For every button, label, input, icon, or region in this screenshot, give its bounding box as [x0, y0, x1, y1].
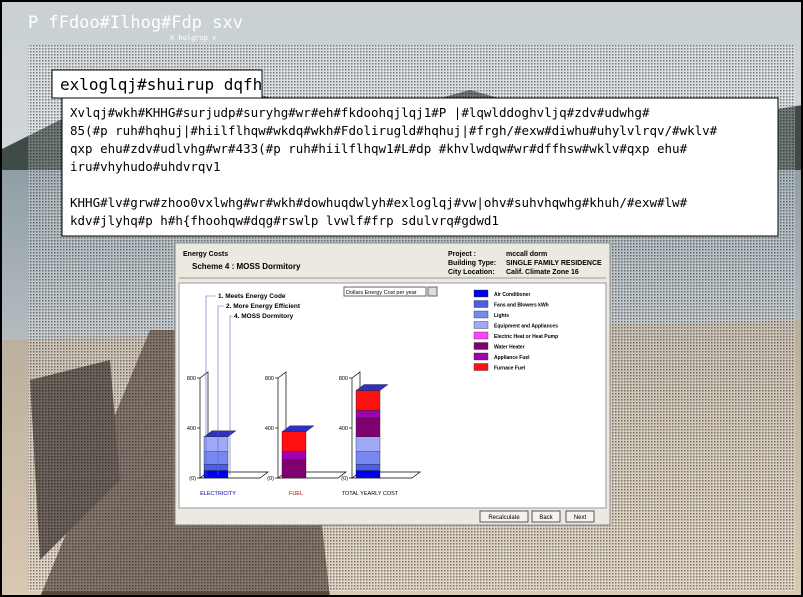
bar-segment	[355, 436, 381, 452]
bar-segment	[355, 451, 381, 465]
bar-segment	[281, 459, 307, 479]
y-tick-label: (0)	[189, 476, 196, 482]
scheme-label: 2. More Energy Efficient	[226, 303, 301, 310]
button[interactable]	[565, 510, 595, 523]
legend-label: Air Conditioner	[494, 292, 530, 298]
y-tick-label: 800	[265, 376, 274, 382]
legend-swatch	[473, 342, 489, 350]
bar-segment	[355, 470, 381, 479]
leader-line	[205, 295, 216, 475]
y-tick-label: 400	[187, 426, 196, 432]
info-label: Building Type:	[448, 260, 496, 267]
heading: exloglqj#shuirup dqfh	[60, 75, 262, 94]
dropdown	[343, 286, 427, 297]
slide-title: P fFdoo#Ilhog#Fdp sxv	[28, 13, 243, 33]
y-tick-label: (0)	[341, 476, 348, 482]
paragraph-line: iru#vhyhudo#uhdvrqv1	[70, 159, 221, 174]
bar-segment	[355, 390, 381, 411]
y-tick-label: 800	[339, 376, 348, 382]
bar-segment	[355, 417, 381, 437]
dropdown-arrow	[427, 286, 438, 297]
y-tick-label: 400	[339, 426, 348, 432]
bar-segment	[281, 431, 307, 452]
dropdown-text: Dollars Energy Cost per year	[346, 290, 417, 296]
y-tick-label: (0)	[267, 476, 274, 482]
y-tick-label: 400	[265, 426, 274, 432]
text-box	[61, 97, 779, 237]
app-title: Energy Costs	[183, 251, 228, 258]
info-label: Project :	[448, 251, 476, 258]
app-window: Energy Costs Scheme 4 : MOSS Dormitory Pro…	[174, 242, 611, 526]
x-category-label: TOTAL YEARLY COST	[342, 491, 399, 497]
legend-label: Appliance Fuel	[494, 355, 530, 361]
info-value: SINGLE FAMILY RESIDENCE	[506, 260, 602, 267]
bar-segment	[203, 436, 229, 452]
bar-segment	[203, 470, 229, 479]
paragraph-line: 85(#p ruh#hqhuj|#hiilflhqw#wkdq#wkh#Fdol…	[70, 123, 718, 138]
button[interactable]	[479, 510, 529, 523]
legend-label: Lights	[494, 313, 509, 319]
x-category-label: ELECTRICITY	[200, 491, 236, 497]
legend-label: Furnace Fuel	[494, 366, 526, 372]
legend-label: Water Heater	[494, 345, 525, 351]
legend-swatch	[473, 300, 489, 308]
y-tick-label: 800	[187, 376, 196, 382]
paragraph-line: KHHG#lv#grw#zhoo0vxlwhg#wr#wkh#dowhuqdwl…	[70, 195, 688, 210]
button-label[interactable]: Next	[574, 515, 587, 521]
paragraph-line: qxp ehu#zdv#udlvhg#wr#433(#p ruh#hiilflh…	[70, 141, 688, 156]
legend-swatch	[473, 289, 489, 298]
leader-line	[229, 315, 232, 475]
bar-top	[355, 384, 389, 391]
scheme-label: 1. Meets Energy Code	[218, 293, 286, 300]
paragraphs: Xvlqj#wkh#KHHG#surjudp#suryhg#wr#eh#fkdo…	[70, 105, 718, 228]
legend-swatch	[473, 321, 489, 329]
button-label[interactable]: Recalculate	[488, 515, 520, 521]
leader-line	[217, 305, 224, 475]
legend-label: Electric Heat or Heat Pump	[494, 334, 558, 340]
legend-swatch	[473, 310, 489, 319]
scheme-label: 4. MOSS Dormitory	[234, 313, 294, 320]
button[interactable]	[531, 510, 561, 523]
button-label[interactable]: Back	[539, 515, 553, 521]
bar-top	[281, 425, 315, 432]
legend-label: Fans and Blowers kWh	[494, 303, 549, 309]
info-value: Calif. Climate Zone 16	[506, 269, 579, 276]
legend-label: Equipment and Appliances	[494, 324, 558, 330]
bar-segment	[203, 464, 229, 471]
legend-swatch	[473, 352, 489, 361]
legend-swatch	[473, 331, 489, 340]
paragraph-line: kdv#jlyhq#p h#h{fhoohqw#dqg#rswlp lvwlf#…	[70, 213, 499, 228]
bar-segment	[355, 464, 381, 471]
paragraph-line: Xvlqj#wkh#KHHG#surjudp#suryhg#wr#eh#fkdo…	[70, 105, 650, 120]
slide-subtitle: K holgrup v	[170, 34, 216, 42]
info-label: City Location:	[448, 269, 495, 276]
bar-segment	[355, 410, 381, 419]
bar-top	[203, 430, 237, 437]
bar-segment	[203, 451, 229, 465]
info-value: mccall dorm	[506, 251, 547, 258]
legend-swatch	[473, 363, 489, 371]
scheme-name: Scheme 4 : MOSS Dormitory	[192, 262, 301, 271]
bar-segment	[281, 451, 307, 460]
x-category-label: FUEL	[289, 491, 303, 497]
